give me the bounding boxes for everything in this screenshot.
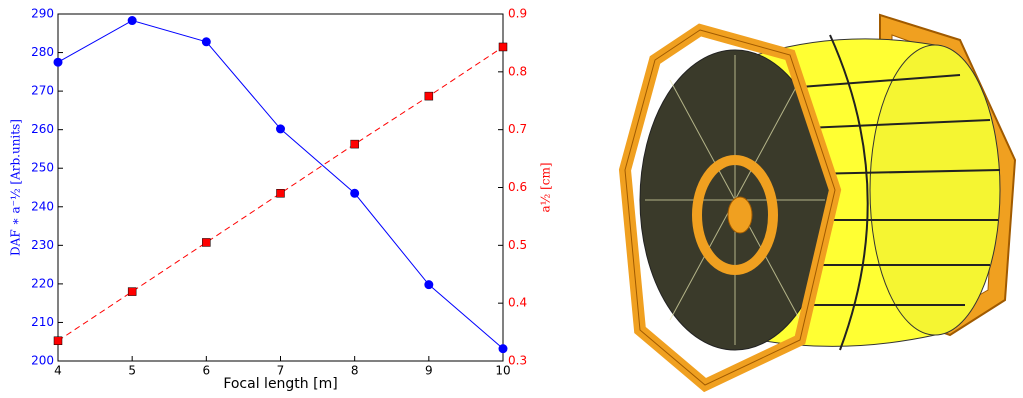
- marker: [350, 188, 360, 198]
- y-axis-label: DAF ∗ a⁻½ [Arb.units]: [9, 119, 23, 256]
- marker: [276, 124, 285, 134]
- x-tick-label: 4: [54, 364, 62, 378]
- marker: [276, 189, 285, 198]
- marker: [127, 287, 137, 296]
- marker: [127, 16, 137, 26]
- plot-frame: [57, 13, 504, 362]
- marker: [202, 238, 211, 247]
- y-tick-label: 270: [31, 84, 54, 98]
- marker: [424, 91, 434, 101]
- x-tick-label: 6: [203, 364, 211, 378]
- y-tick-label: 250: [31, 161, 54, 175]
- y-tick-label: 240: [31, 199, 54, 213]
- x-tick-label: 9: [425, 364, 433, 378]
- marker: [53, 57, 63, 67]
- marker: [498, 42, 508, 52]
- detector-image: [618, 13, 1017, 393]
- marker: [53, 336, 63, 346]
- y2-tick-label: 0.8: [508, 64, 527, 78]
- series-line: [57, 20, 504, 350]
- y2-tick-label: 0.4: [508, 296, 527, 310]
- marker: [424, 280, 434, 290]
- y2-tick-label: 0.3: [508, 354, 527, 368]
- y-tick-label: 280: [31, 45, 54, 59]
- y-tick-label: 200: [31, 354, 54, 368]
- y2-tick-label: 0.9: [508, 7, 527, 21]
- x-axis-label: Focal length [m]: [223, 376, 337, 392]
- y-tick-label: 230: [31, 238, 54, 252]
- x-tick-label: 7: [277, 364, 285, 378]
- x-tick-label: 8: [351, 364, 359, 378]
- y2-tick-label: 0.5: [508, 238, 527, 252]
- y2-tick-label: 0.7: [508, 122, 527, 136]
- marker: [350, 139, 359, 149]
- y-tick-label: 260: [31, 122, 54, 136]
- y-tick-label: 220: [31, 276, 54, 290]
- x-tick-label: 10: [495, 364, 510, 378]
- x-tick-label: 5: [128, 364, 136, 378]
- y-tick-label: 210: [31, 315, 54, 329]
- y2-tick-label: 0.6: [508, 180, 527, 194]
- marker: [201, 37, 211, 47]
- y-tick-label: 290: [31, 7, 54, 21]
- marker: [498, 344, 508, 354]
- y2-axis-label: a½ [cm]: [539, 162, 553, 212]
